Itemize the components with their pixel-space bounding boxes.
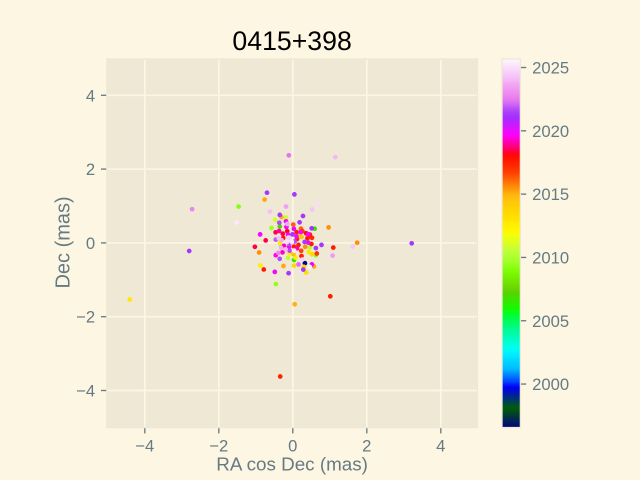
svg-text:−2: −2: [76, 308, 95, 327]
svg-text:4: 4: [86, 86, 95, 105]
svg-text:2015: 2015: [532, 185, 569, 204]
svg-text:2000: 2000: [532, 375, 569, 394]
svg-text:−4: −4: [135, 436, 154, 455]
svg-text:−2: −2: [209, 436, 228, 455]
svg-text:2005: 2005: [532, 312, 569, 331]
svg-text:2: 2: [86, 160, 95, 179]
svg-text:2: 2: [362, 436, 371, 455]
svg-text:4: 4: [436, 436, 445, 455]
svg-text:0: 0: [86, 234, 95, 253]
svg-text:2020: 2020: [532, 122, 569, 141]
svg-text:RA cos Dec (mas): RA cos Dec (mas): [216, 453, 368, 474]
svg-text:0: 0: [288, 436, 297, 455]
svg-text:Dec (mas): Dec (mas): [52, 196, 74, 288]
svg-text:2025: 2025: [532, 59, 569, 78]
svg-text:0415+398: 0415+398: [232, 26, 351, 56]
svg-text:2010: 2010: [532, 248, 569, 267]
svg-text:−4: −4: [76, 382, 95, 401]
